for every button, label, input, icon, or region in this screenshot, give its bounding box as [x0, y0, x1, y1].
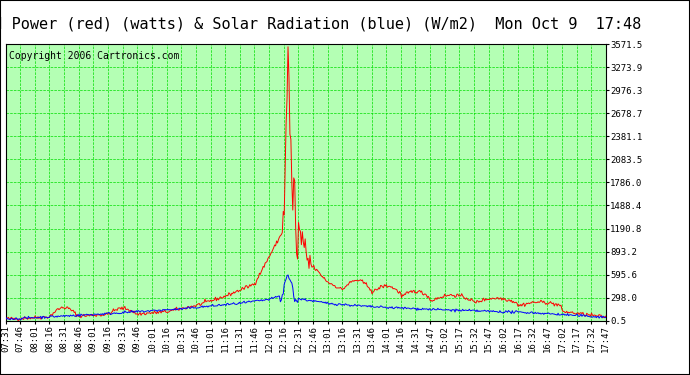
Text: Copyright 2006 Cartronics.com: Copyright 2006 Cartronics.com: [8, 51, 179, 61]
Text: Grid Power (red) (watts) & Solar Radiation (blue) (W/m2)  Mon Oct 9  17:48: Grid Power (red) (watts) & Solar Radiati…: [0, 17, 641, 32]
